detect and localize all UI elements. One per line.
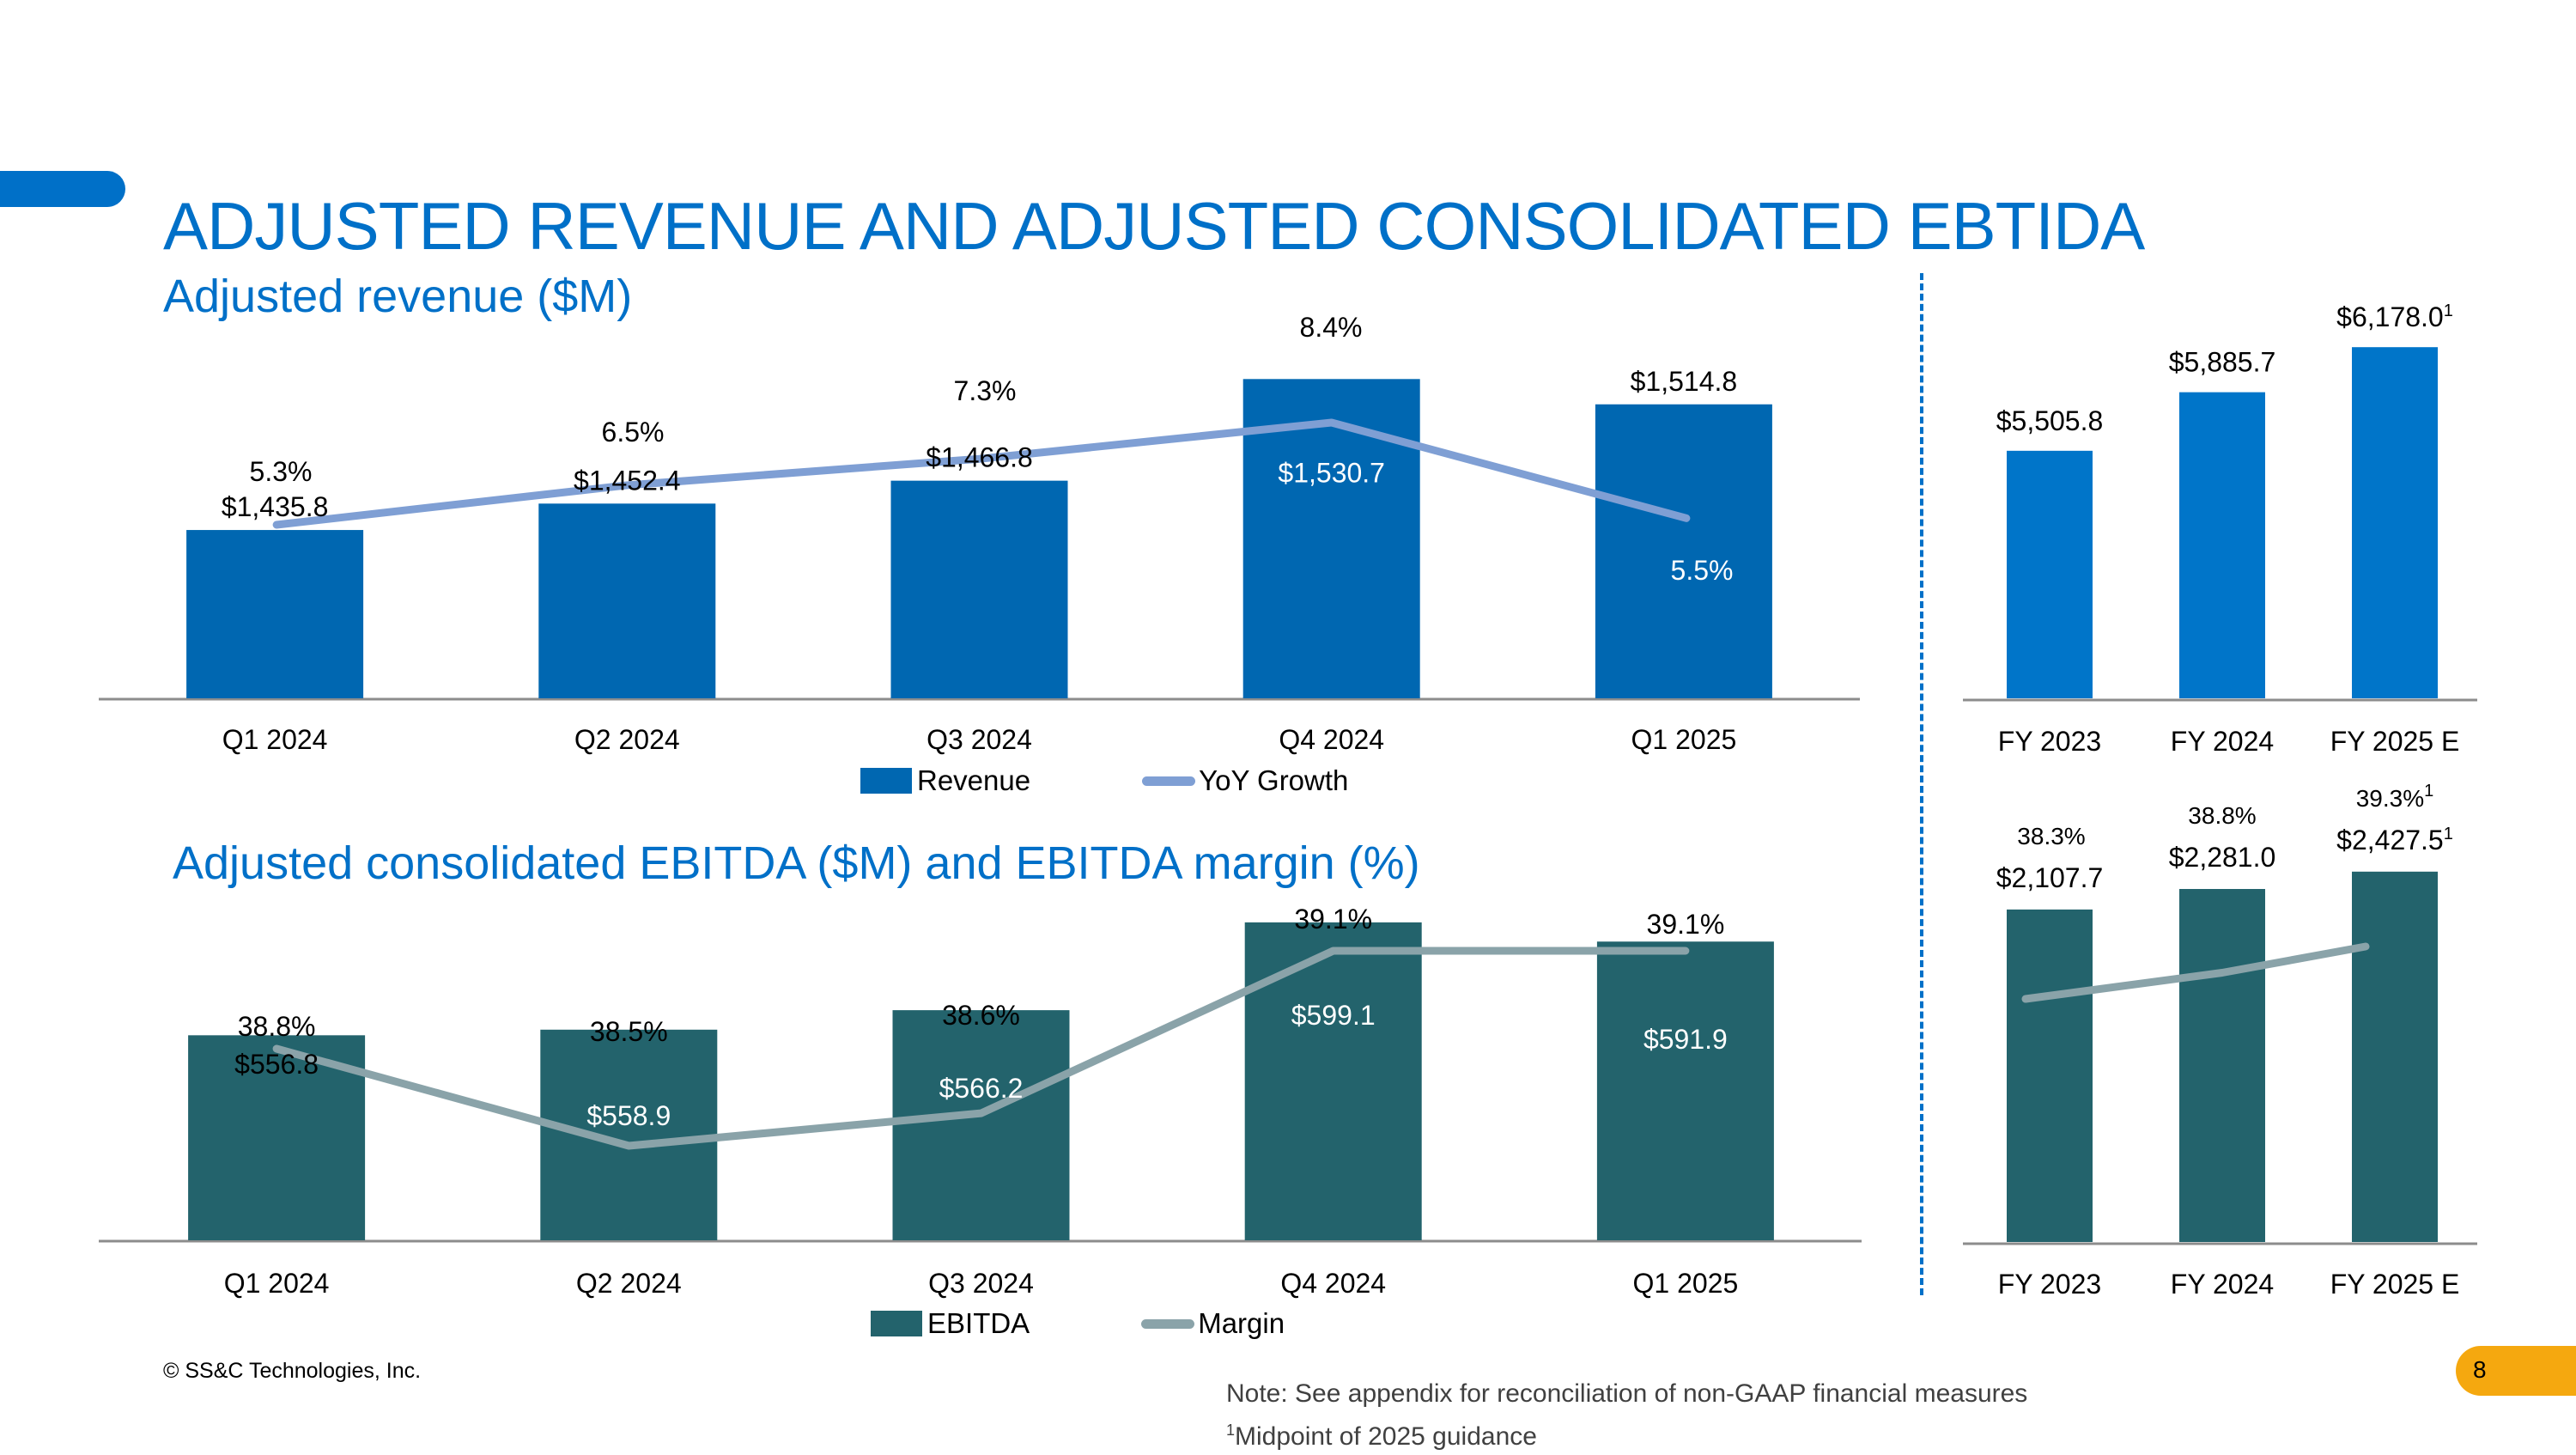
ebitda-margin-label: 38.8% — [238, 1011, 316, 1042]
ebitda-margin-label: 38.6% — [942, 1000, 1020, 1031]
annual-ebitda-margin-label: 38.8% — [2188, 802, 2256, 829]
annual-revenue-category-label: FY 2025 E — [2330, 726, 2460, 757]
annual-ebitda-category-label: FY 2023 — [1998, 1269, 2101, 1300]
revenue-value-label: $1,452.4 — [574, 465, 681, 496]
annual-revenue-bar — [2007, 451, 2093, 698]
ebitda-value-label: $599.1 — [1291, 1000, 1376, 1031]
ebitda-category-label: Q1 2025 — [1633, 1268, 1739, 1299]
legend-item-revenue: Revenue — [860, 764, 1030, 797]
annual-revenue-value-label: $6,178.01 — [2336, 301, 2453, 332]
footnote-text: Midpoint of 2025 guidance — [1235, 1422, 1537, 1451]
annual-revenue-category-label: FY 2024 — [2171, 726, 2274, 757]
annual-ebitda-value-label: $2,107.7 — [1996, 862, 2104, 893]
legend-swatch-revenue — [860, 768, 912, 794]
annual-revenue-value-label: $5,885.7 — [2169, 347, 2276, 378]
ebitda-value-label: $558.9 — [586, 1100, 671, 1131]
annual-ebitda-bar — [2179, 889, 2265, 1242]
revenue-category-label: Q1 2025 — [1631, 724, 1737, 755]
revenue-category-label: Q3 2024 — [927, 724, 1032, 755]
legend-label-ebitda: EBITDA — [927, 1307, 1030, 1340]
ebitda-bar-q4-2024 — [1245, 922, 1422, 1240]
annual-ebitda-margin-label-footnote: 1 — [2424, 782, 2433, 801]
annual-revenue-value-label-footnote: 1 — [2444, 301, 2453, 320]
annual-ebitda-bar — [2007, 910, 2093, 1242]
annual-ebitda-margin-label: 39.3%1 — [2356, 782, 2434, 812]
footnote-marker: 1 — [1226, 1422, 1235, 1439]
annual-ebitda-category-label: FY 2024 — [2171, 1269, 2274, 1300]
ebitda-margin-label: 39.1% — [1294, 904, 1372, 934]
yoy-growth-label: 8.4% — [1300, 312, 1363, 343]
footnote-block: Note: See appendix for reconciliation of… — [1226, 1376, 2027, 1455]
annual-revenue-category-label: FY 2023 — [1998, 726, 2101, 757]
ebitda-bar-q2-2024 — [540, 1030, 717, 1240]
annual-ebitda-value-label: $2,427.51 — [2336, 825, 2453, 855]
legend-swatch-yoy-growth — [1142, 776, 1195, 786]
revenue-category-label: Q2 2024 — [574, 724, 680, 755]
legend-item-yoy-growth: YoY Growth — [1142, 764, 1348, 797]
non-gaap-note: Note: See appendix for reconciliation of… — [1226, 1376, 2027, 1412]
revenue-bar-q2-2024 — [538, 503, 715, 698]
revenue-bar-q1-2024 — [186, 530, 363, 698]
legend-label-margin: Margin — [1198, 1307, 1285, 1340]
yoy-growth-label: 5.5% — [1671, 555, 1734, 586]
ebitda-category-label: Q1 2024 — [224, 1268, 330, 1299]
yoy-growth-label: 5.3% — [250, 456, 313, 487]
revenue-value-label: $1,514.8 — [1631, 366, 1738, 397]
ebitda-category-label: Q4 2024 — [1280, 1268, 1386, 1299]
copyright: © SS&C Technologies, Inc. — [163, 1359, 421, 1384]
revenue-value-label: $1,466.8 — [926, 442, 1033, 473]
legend-swatch-margin — [1141, 1319, 1194, 1329]
revenue-legend: Revenue YoY Growth — [860, 764, 1460, 797]
ebitda-category-label: Q3 2024 — [928, 1268, 1034, 1299]
ebitda-legend: EBITDA Margin — [871, 1307, 1396, 1340]
page-number: 8 — [2473, 1356, 2487, 1384]
ebitda-margin-label: 38.5% — [590, 1016, 668, 1047]
revenue-value-label: $1,530.7 — [1278, 457, 1385, 488]
annual-ebitda-value-label: $2,281.0 — [2169, 842, 2276, 873]
ebitda-value-label: $556.8 — [234, 1049, 319, 1080]
revenue-category-label: Q1 2024 — [222, 724, 328, 755]
ebitda-margin-label: 39.1% — [1647, 909, 1725, 940]
revenue-bar-q3-2024 — [891, 481, 1068, 698]
legend-label-revenue: Revenue — [917, 764, 1030, 797]
annual-ebitda-category-label: FY 2025 E — [2330, 1269, 2460, 1300]
yoy-growth-label: 7.3% — [954, 375, 1017, 406]
legend-swatch-ebitda — [871, 1311, 922, 1336]
annual-revenue-bar — [2352, 347, 2438, 698]
annual-ebitda-margin-label: 38.3% — [2017, 823, 2085, 849]
revenue-category-label: Q4 2024 — [1279, 724, 1384, 755]
ebitda-value-label: $591.9 — [1643, 1024, 1728, 1055]
legend-label-yoy-growth: YoY Growth — [1199, 764, 1348, 797]
ebitda-value-label: $566.2 — [939, 1073, 1024, 1104]
legend-item-ebitda: EBITDA — [871, 1307, 1030, 1340]
annual-revenue-bar — [2179, 393, 2265, 698]
legend-item-margin: Margin — [1141, 1307, 1285, 1340]
ebitda-category-label: Q2 2024 — [576, 1268, 682, 1299]
revenue-bar-q1-2025 — [1595, 405, 1772, 698]
yoy-growth-label: 6.5% — [602, 417, 665, 447]
revenue-value-label: $1,435.8 — [222, 491, 329, 522]
ebitda-bar-q1-2025 — [1597, 941, 1774, 1240]
ebitda-bar-q3-2024 — [893, 1010, 1070, 1240]
annual-ebitda-value-label-footnote: 1 — [2444, 825, 2453, 843]
annual-revenue-value-label: $5,505.8 — [1996, 405, 2104, 436]
annual-ebitda-bar — [2352, 872, 2438, 1242]
